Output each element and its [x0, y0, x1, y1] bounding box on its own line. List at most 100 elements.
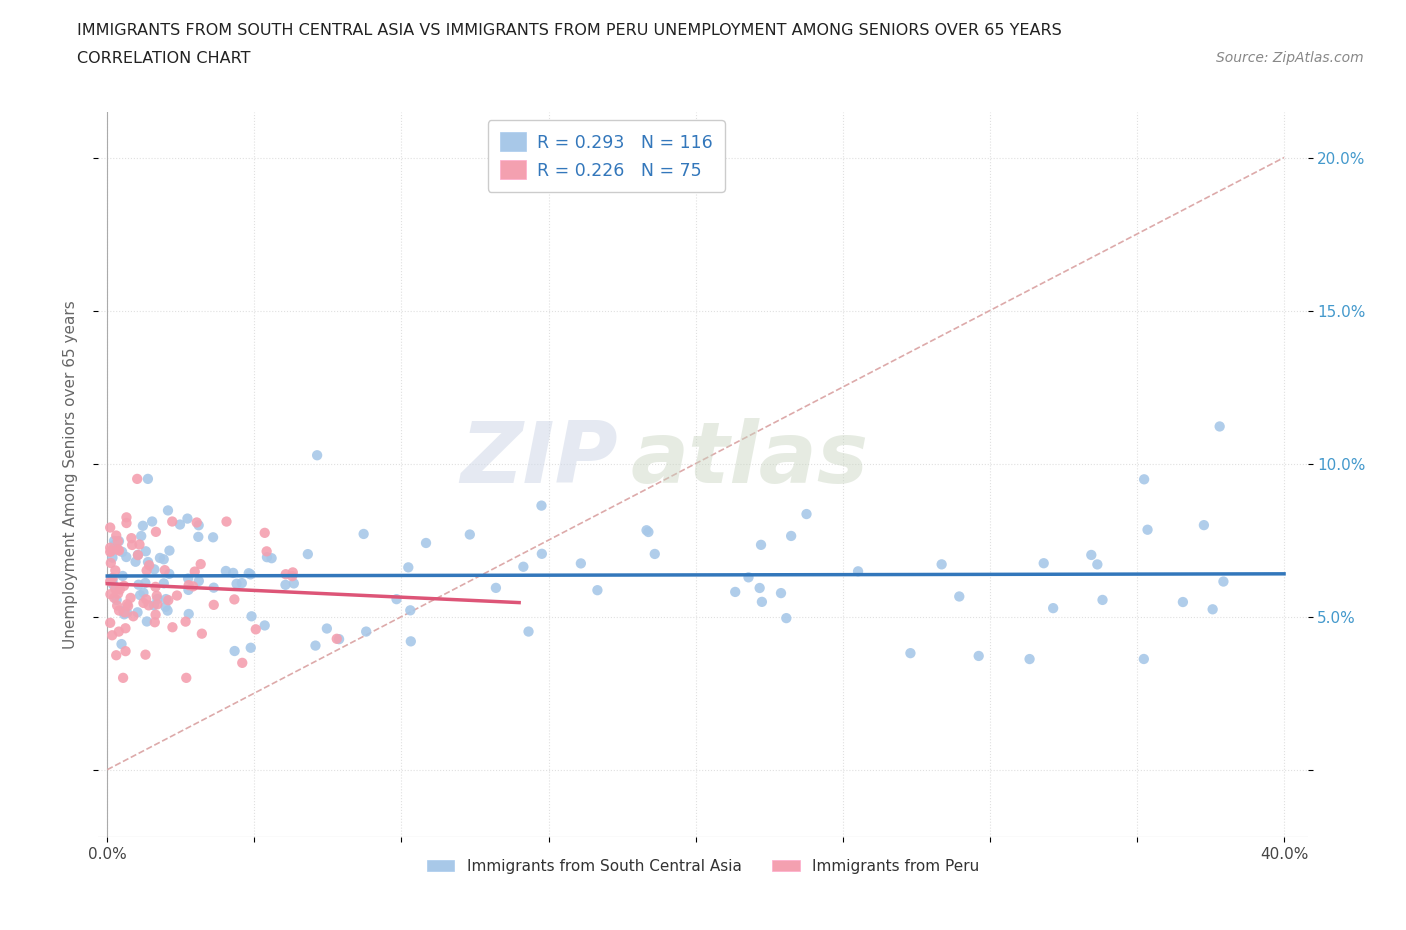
Point	[724, 584, 747, 599]
Point	[1018, 652, 1040, 667]
Point	[326, 631, 349, 646]
Point	[145, 607, 167, 622]
Point	[101, 628, 124, 643]
Text: Source: ZipAtlas.com: Source: ZipAtlas.com	[1216, 51, 1364, 65]
Point	[399, 634, 422, 649]
Point	[132, 585, 155, 600]
Point	[100, 587, 122, 602]
Point	[115, 605, 138, 620]
Point	[135, 591, 157, 606]
Point	[100, 555, 122, 570]
Point	[415, 536, 437, 551]
Point	[101, 570, 124, 585]
Point	[353, 526, 375, 541]
Point	[281, 565, 304, 579]
Point	[283, 576, 305, 591]
Point	[103, 534, 125, 549]
Point	[775, 611, 797, 626]
Point	[274, 566, 297, 581]
Point	[1080, 548, 1102, 563]
Point	[101, 551, 124, 565]
Point	[108, 543, 131, 558]
Point	[215, 564, 238, 578]
Point	[1042, 601, 1064, 616]
Point	[114, 644, 136, 658]
Point	[304, 638, 326, 653]
Point	[132, 518, 155, 533]
Point	[967, 648, 990, 663]
Point	[1212, 574, 1234, 589]
Point	[231, 576, 253, 591]
Point	[846, 564, 869, 578]
Point	[121, 538, 143, 552]
Point	[122, 609, 145, 624]
Point	[512, 559, 534, 574]
Point	[134, 576, 156, 591]
Point	[155, 600, 177, 615]
Point	[127, 604, 149, 619]
Point	[636, 523, 658, 538]
Point	[136, 472, 159, 486]
Point	[224, 644, 246, 658]
Point	[129, 588, 152, 603]
Point	[253, 525, 276, 540]
Point	[177, 578, 200, 592]
Point	[315, 621, 337, 636]
Point	[138, 558, 160, 573]
Point	[396, 560, 419, 575]
Point	[586, 583, 609, 598]
Point	[202, 580, 225, 595]
Point	[98, 574, 121, 589]
Point	[112, 604, 135, 618]
Point	[127, 548, 149, 563]
Point	[1136, 523, 1159, 538]
Point	[186, 515, 208, 530]
Point	[385, 591, 408, 606]
Point	[146, 589, 169, 604]
Point	[103, 578, 125, 592]
Point	[153, 563, 176, 578]
Point	[149, 551, 172, 565]
Point	[225, 577, 247, 591]
Point	[145, 579, 167, 594]
Point	[458, 527, 481, 542]
Point	[135, 614, 157, 629]
Point	[1201, 602, 1223, 617]
Point	[107, 534, 129, 549]
Point	[98, 616, 121, 631]
Point	[157, 566, 180, 581]
Point	[796, 507, 818, 522]
Point	[135, 544, 157, 559]
Text: CORRELATION CHART: CORRELATION CHART	[77, 51, 250, 66]
Point	[128, 538, 150, 552]
Point	[169, 517, 191, 532]
Point	[103, 538, 125, 552]
Point	[260, 551, 283, 565]
Point	[184, 565, 207, 579]
Point	[307, 448, 329, 463]
Point	[114, 621, 136, 636]
Point	[98, 544, 121, 559]
Point	[110, 637, 132, 652]
Point	[132, 595, 155, 610]
Point	[187, 574, 209, 589]
Point	[105, 648, 128, 663]
Point	[127, 472, 149, 486]
Legend: Immigrants from South Central Asia, Immigrants from Peru: Immigrants from South Central Asia, Immi…	[420, 853, 986, 880]
Point	[146, 597, 169, 612]
Point	[134, 647, 156, 662]
Point	[530, 546, 553, 561]
Point	[117, 598, 139, 613]
Point	[749, 538, 772, 552]
Point	[569, 556, 592, 571]
Point	[224, 592, 246, 607]
Point	[100, 571, 122, 586]
Point	[274, 578, 297, 592]
Point	[202, 597, 225, 612]
Point	[105, 592, 128, 607]
Point	[231, 656, 253, 671]
Point	[129, 528, 152, 543]
Point	[769, 586, 792, 601]
Point	[530, 498, 553, 513]
Point	[256, 550, 278, 565]
